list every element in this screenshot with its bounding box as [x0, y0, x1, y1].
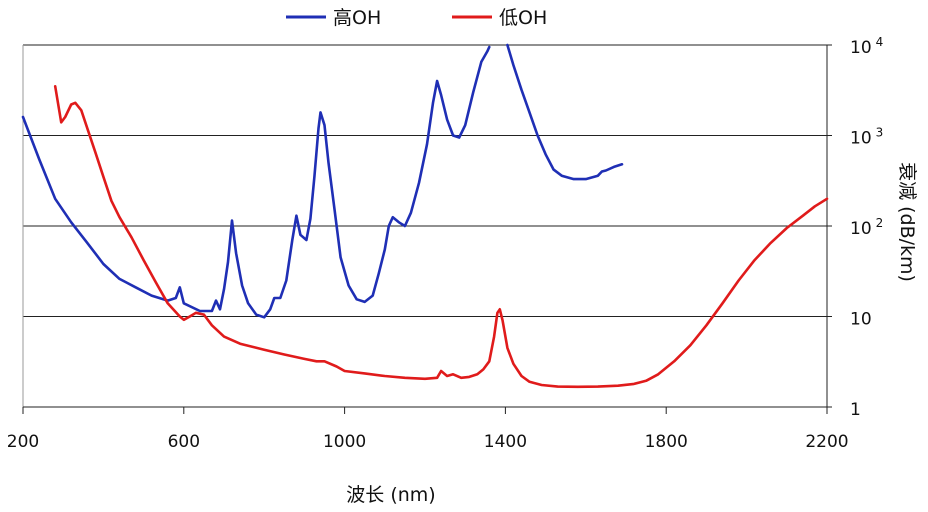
x-tick-label: 600 — [168, 432, 200, 452]
y-tick-label: 1 — [850, 400, 861, 420]
x-tick-label: 1800 — [645, 432, 688, 452]
series-2 — [53, 85, 829, 389]
y-tick-label: 10 4 — [850, 35, 883, 58]
legend: 高OH 低OH — [286, 7, 547, 29]
x-tick-label: 1400 — [484, 432, 527, 452]
x-axis-ticks: 200 600 1000 1400 1800 2200 — [7, 407, 849, 452]
x-tick-label: 200 — [7, 432, 39, 452]
x-tick-label: 2200 — [805, 432, 848, 452]
y-tick-label: 10 2 — [850, 216, 883, 239]
x-axis-title: 波长 (nm) — [346, 484, 435, 506]
series-1 — [21, 43, 624, 319]
y-tick-label: 10 — [850, 310, 872, 330]
x-tick-label: 1000 — [323, 432, 366, 452]
legend-label: 高OH — [333, 7, 381, 29]
legend-label: 低OH — [499, 7, 547, 29]
y-tick-label: 10 3 — [850, 126, 883, 149]
series-line-segment — [506, 43, 624, 181]
y-axis-title: 衰减 (dB/km) — [896, 162, 918, 282]
grid-lines — [23, 44, 827, 317]
series-layer — [21, 43, 829, 389]
series-line — [21, 45, 491, 319]
series-line — [53, 85, 829, 389]
